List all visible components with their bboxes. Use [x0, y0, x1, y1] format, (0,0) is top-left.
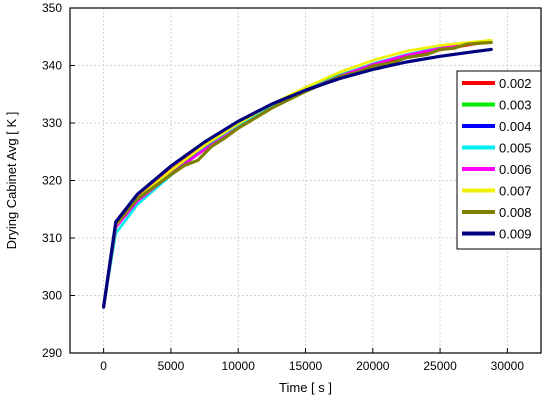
- x-tick-label: 5000: [158, 359, 185, 373]
- y-tick-label: 330: [42, 116, 62, 130]
- x-tick-label: 15000: [289, 359, 323, 373]
- x-axis-label: Time [ s ]: [279, 380, 332, 395]
- y-tick-label: 350: [42, 1, 62, 15]
- axis-ticks: 0 5000 10000 15000 20000 25000 30000 290 300 310 3…: [42, 1, 524, 373]
- x-tick-label: 30000: [491, 359, 525, 373]
- legend-label: 0.007: [499, 184, 532, 199]
- legend-box: [456, 70, 542, 250]
- legend-label: 0.005: [499, 141, 532, 156]
- x-tick-label: 0: [100, 359, 107, 373]
- legend-label: 0.002: [499, 76, 532, 91]
- x-tick-label: 10000: [222, 359, 256, 373]
- legend-label: 0.009: [499, 227, 532, 242]
- x-tick-label: 20000: [356, 359, 390, 373]
- y-tick-label: 310: [42, 231, 62, 245]
- legend: 0.002 0.003 0.004 0.005 0.006 0.007 0.008 0.009: [456, 70, 542, 250]
- x-tick-label: 25000: [423, 359, 457, 373]
- y-tick-label: 290: [42, 346, 62, 360]
- legend-label: 0.004: [499, 119, 532, 134]
- legend-label: 0.008: [499, 205, 532, 220]
- series-line-0.009: [101, 47, 493, 309]
- y-tick-label: 320: [42, 174, 62, 188]
- y-axis-label: Drying Cabinet Avg [ K ]: [4, 112, 19, 250]
- series-lines: [101, 38, 493, 309]
- legend-label: 0.006: [499, 162, 532, 177]
- y-tick-label: 300: [42, 289, 62, 303]
- y-tick-label: 340: [42, 59, 62, 73]
- legend-label: 0.003: [499, 98, 532, 113]
